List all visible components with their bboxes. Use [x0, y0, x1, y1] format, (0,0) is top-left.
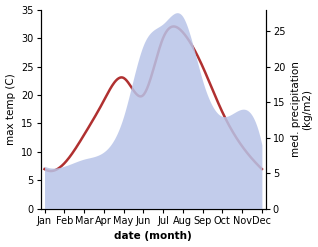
- X-axis label: date (month): date (month): [114, 231, 192, 242]
- Y-axis label: max temp (C): max temp (C): [5, 73, 16, 145]
- Y-axis label: med. precipitation
(kg/m2): med. precipitation (kg/m2): [291, 61, 313, 157]
